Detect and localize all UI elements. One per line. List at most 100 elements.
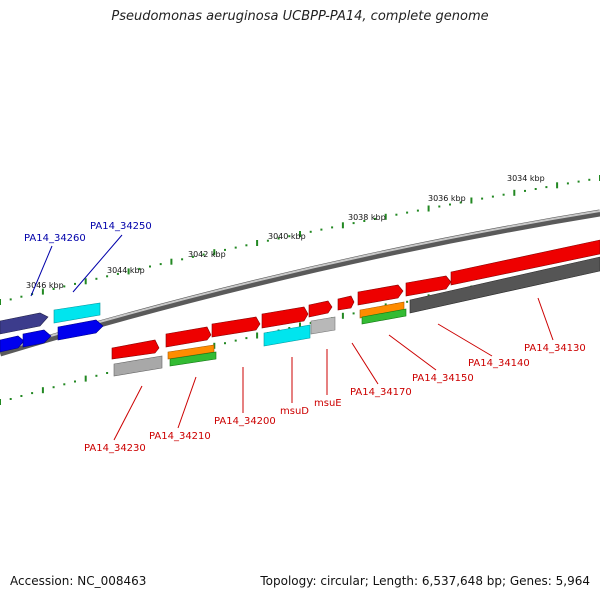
scale-tick <box>545 186 548 189</box>
gene-blue-2[interactable] <box>22 329 52 348</box>
leader-line-PA14_34210 <box>177 376 197 429</box>
gene-PA14_34210-orange[interactable] <box>167 344 215 360</box>
scale-tick <box>406 211 409 214</box>
scale-tick <box>438 205 441 208</box>
gene-label-bottom: PA14_34210 <box>149 431 211 442</box>
gene-PA14_34250[interactable] <box>53 302 101 324</box>
scale-tick <box>63 383 66 386</box>
scale-ring-outer <box>0 175 600 305</box>
leader-line-PA14_34230 <box>113 385 143 441</box>
scale-tick <box>374 217 376 220</box>
scale-tick <box>95 277 98 280</box>
scale-tick <box>74 380 76 383</box>
scale-tick-major <box>256 332 259 339</box>
scale-tick <box>245 244 248 247</box>
scale-tick-major <box>170 258 173 265</box>
scale-tick-major <box>0 399 1 405</box>
scale-tick <box>449 203 451 206</box>
gene-label-bottom: PA14_34130 <box>524 343 586 354</box>
gene-label-bottom: PA14_34150 <box>412 373 474 384</box>
scale-tick <box>534 188 537 190</box>
scale-tick <box>459 201 462 204</box>
scale-tick-major <box>0 299 1 305</box>
gene-PA14_34230[interactable] <box>113 355 163 377</box>
gene-darkgray-long[interactable] <box>409 256 600 314</box>
scale-tick <box>395 213 398 216</box>
scale-label: 3034 kbp <box>507 174 545 183</box>
scale-tick <box>149 265 151 268</box>
scale-tick-major <box>427 205 430 212</box>
gene-PA14_34210-green[interactable] <box>169 351 217 367</box>
scale-tick <box>352 312 355 315</box>
leader-line-PA14_34130 <box>537 297 554 341</box>
scale-tick <box>52 288 55 290</box>
gene-red-b[interactable] <box>165 326 212 348</box>
scale-tick <box>234 246 237 249</box>
gene-msuD[interactable] <box>263 324 311 347</box>
scale-tick <box>566 182 569 185</box>
gene-blue-1[interactable] <box>0 335 25 353</box>
gene-PA14_34260[interactable] <box>0 312 49 335</box>
gene-PA14_34170[interactable] <box>357 284 404 306</box>
scale-label: 3042 kbp <box>188 250 226 259</box>
scale-tick <box>234 339 237 342</box>
gene-PA14_34200[interactable] <box>211 316 261 338</box>
gene-red-e[interactable] <box>337 295 355 311</box>
gene-label-bottom: PA14_34140 <box>468 358 530 369</box>
scale-tick <box>31 392 34 395</box>
scale-tick <box>106 275 109 278</box>
scale-tick <box>588 178 591 181</box>
scale-tick-major <box>41 387 44 394</box>
map-title: Pseudomonas aeruginosa UCBPP-PA14, compl… <box>111 9 489 24</box>
scale-tick <box>181 258 184 261</box>
leader-line-PA14_34170 <box>351 342 379 385</box>
scale-tick-major <box>513 189 516 196</box>
leader-line-PA14_34150 <box>388 334 437 371</box>
scale-tick <box>245 337 248 340</box>
scale-tick <box>288 235 291 238</box>
scale-tick <box>74 282 76 285</box>
scale-label: 3036 kbp <box>428 194 466 203</box>
scale-label: 3040 kbp <box>268 232 306 241</box>
scale-tick-major <box>384 213 387 220</box>
scale-tick <box>491 195 494 198</box>
scale-tick-major <box>341 222 344 229</box>
topology-text: Topology: circular; Length: 6,537,648 bp… <box>260 574 590 588</box>
gene-label-top: PA14_34250 <box>90 221 152 232</box>
gene-PA14_34140[interactable] <box>405 275 452 297</box>
scale-tick <box>9 298 12 301</box>
leader-lines <box>30 234 554 441</box>
scale-tick-major <box>127 268 130 275</box>
gene-label-bottom: PA14_34170 <box>350 387 412 398</box>
gene-red-c[interactable] <box>261 306 309 329</box>
scale-tick <box>20 395 23 397</box>
scale-tick <box>116 272 119 275</box>
scale-tick <box>224 342 226 345</box>
gene-msuE[interactable] <box>310 316 336 335</box>
scale-tick-major <box>341 312 344 319</box>
scale-tick <box>9 398 12 400</box>
scale-tick-major <box>256 240 259 246</box>
gene-label-bottom: PA14_34230 <box>84 443 146 454</box>
scale-tick <box>106 372 109 374</box>
scale-tick-major <box>470 197 473 204</box>
scale-tick <box>481 197 484 200</box>
scale-tick-major <box>299 231 301 237</box>
gene-PA14_34130[interactable] <box>450 239 600 286</box>
leader-line-PA14_34260 <box>30 245 53 297</box>
gene-PA14_34150-green[interactable] <box>361 308 407 325</box>
gene-red-d[interactable] <box>308 300 333 318</box>
gene-label-top: PA14_34260 <box>24 233 86 244</box>
scale-tick <box>309 230 312 233</box>
scale-tick <box>320 228 323 231</box>
scale-label: 3038 kbp <box>348 213 386 222</box>
scale-tick <box>95 374 98 377</box>
gene-red-a[interactable] <box>111 339 160 360</box>
genes-lower <box>111 239 600 377</box>
leader-line-PA14_34140 <box>437 323 493 357</box>
scale-tick <box>202 253 205 256</box>
scale-tick <box>224 248 226 251</box>
gene-blue-3[interactable] <box>57 319 104 341</box>
accession-text: Accession: NC_008463 <box>10 574 147 588</box>
